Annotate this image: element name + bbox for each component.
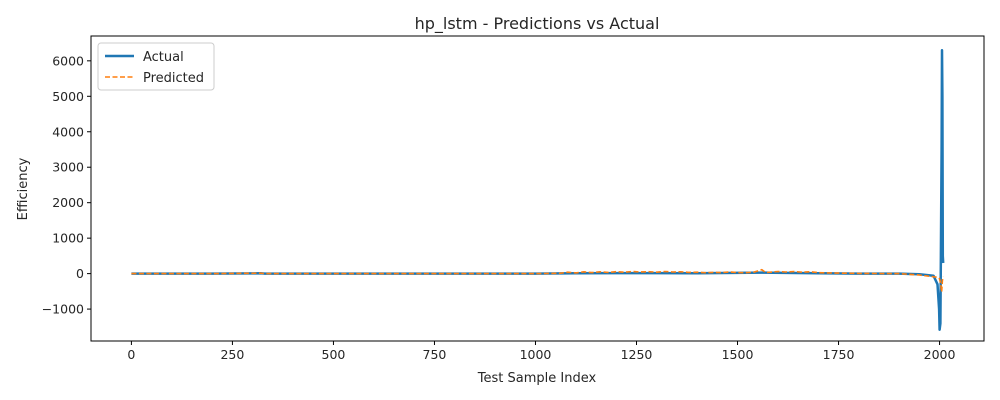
legend: Actual Predicted (97, 42, 215, 91)
y-tick-label: 4000 (52, 124, 84, 139)
y-tick-label: 6000 (52, 53, 84, 68)
y-tick-label: 0 (76, 266, 84, 281)
x-tick-label: 500 (322, 347, 346, 362)
y-axis-label: Efficiency (16, 157, 31, 220)
x-tick-label: 1500 (722, 347, 754, 362)
legend-label-actual: Actual (143, 50, 184, 65)
x-axis-label: Test Sample Index (477, 371, 597, 386)
y-tick-label: 5000 (52, 89, 84, 104)
x-tick-label: 750 (423, 347, 447, 362)
legend-label-predicted: Predicted (143, 71, 204, 86)
y-tick-label: 1000 (52, 231, 84, 246)
series-line-predicted (131, 268, 944, 293)
y-axis: −1000 0 1000 2000 3000 4000 5000 6000 (42, 53, 91, 317)
y-tick-label: −1000 (42, 302, 84, 317)
series-layer (131, 48, 945, 331)
plot-area (90, 35, 985, 342)
chart-title: hp_lstm - Predictions vs Actual (415, 14, 660, 34)
x-tick-label: 250 (220, 347, 244, 362)
y-tick-label: 3000 (52, 160, 84, 175)
x-tick-label: 1250 (621, 347, 653, 362)
x-axis: 0 250 500 750 1000 1250 1500 1750 2000 (127, 341, 956, 362)
y-tick-label: 2000 (52, 195, 84, 210)
plot-frame (90, 35, 985, 342)
x-tick-label: 1000 (520, 347, 552, 362)
x-tick-label: 1750 (823, 347, 855, 362)
x-tick-label: 0 (127, 347, 135, 362)
x-tick-label: 2000 (924, 347, 956, 362)
